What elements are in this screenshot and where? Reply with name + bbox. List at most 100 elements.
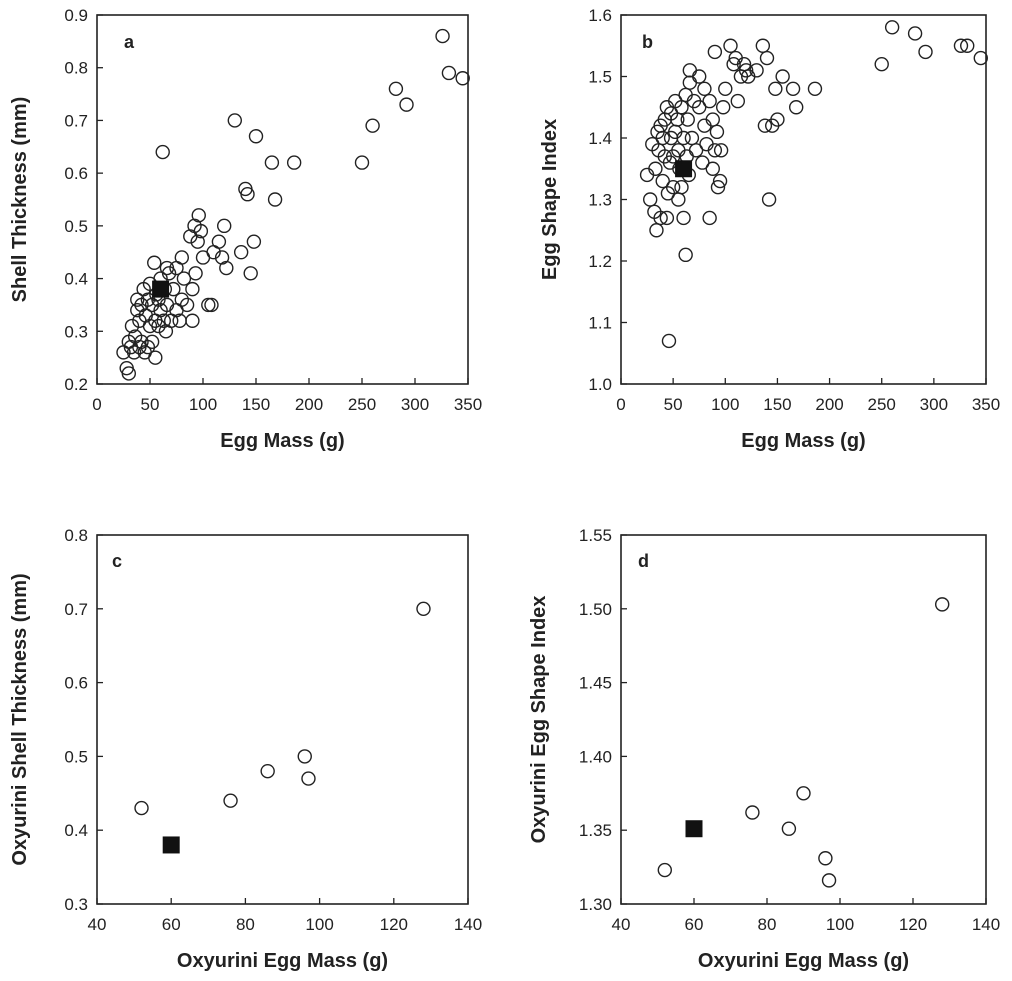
y-tick-label: 0.5 (64, 217, 88, 236)
x-tick-label: 80 (236, 915, 255, 934)
x-tick-label: 120 (899, 915, 927, 934)
y-tick-label: 0.4 (64, 270, 88, 289)
data-point (874, 56, 889, 72)
panel-c: 40 60 80 100 120 140 0.3 0.4 0.5 0.6 0.7 0.8 c Oxyuri… (9, 526, 482, 972)
data-point (124, 318, 140, 334)
panel-letter: a (124, 32, 135, 52)
x-tick-label: 140 (454, 915, 482, 934)
data-point (688, 143, 704, 158)
data-point (699, 136, 714, 152)
data-point (818, 851, 833, 866)
highlight-point (685, 820, 703, 838)
y-tick-label: 1.45 (579, 674, 612, 693)
y-tick-label: 0.5 (64, 747, 88, 766)
data-point (761, 192, 777, 207)
data-point (227, 113, 243, 128)
x-tick-label: 80 (758, 915, 777, 934)
data-point (738, 63, 754, 78)
panel-letter: b (642, 32, 653, 52)
data-point (264, 155, 280, 170)
data-point (185, 281, 200, 297)
y-tick-label: 1.35 (579, 821, 612, 840)
data-point (710, 179, 726, 195)
data-point (301, 771, 316, 786)
y-axis-label: Egg Shape Index (539, 119, 561, 280)
data-point (659, 210, 675, 226)
data-point (707, 44, 723, 60)
highlight-point (162, 836, 180, 854)
data-point (240, 187, 255, 202)
y-tick-label: 0.8 (64, 59, 88, 78)
y-tick-label: 0.7 (64, 111, 88, 130)
x-tick-label: 300 (401, 395, 429, 414)
data-point (354, 155, 370, 170)
x-tick-label: 50 (664, 395, 683, 414)
data-point (697, 118, 712, 133)
data-point (416, 601, 431, 616)
x-tick-label: 150 (242, 395, 270, 414)
y-tick-label: 1.5 (588, 68, 612, 87)
data-point (156, 313, 171, 328)
data-point (713, 143, 729, 158)
y-axis-label: Oxyurini Egg Shape Index (528, 596, 550, 844)
x-tick-label: 200 (295, 395, 323, 414)
data-point (399, 97, 414, 112)
x-tick-label: 100 (711, 395, 739, 414)
data-point (134, 800, 149, 816)
data-point (142, 318, 158, 334)
panel-b: 0 50 100 150 200 250 300 350 1.0 1.1 1.2 1.3 1.4 1.5 1… (539, 6, 1000, 452)
x-tick-label: 60 (685, 915, 704, 934)
y-tick-label: 1.50 (579, 600, 612, 619)
data-point (161, 266, 177, 281)
y-tick-label: 0.3 (64, 895, 88, 914)
y-tick-label: 0.6 (64, 674, 88, 693)
data-point (243, 266, 258, 281)
data-point (655, 130, 670, 146)
data-point (204, 297, 219, 313)
y-tick-label: 1.1 (588, 314, 612, 333)
data-point (639, 167, 655, 183)
y-tick-label: 0.6 (64, 164, 88, 183)
data-point (176, 271, 192, 286)
y-axis-label: Shell Thickness (mm) (9, 97, 31, 303)
plot-frame (620, 14, 987, 385)
data-point (179, 297, 195, 313)
data-point (768, 81, 783, 97)
y-tick-label: 0.4 (64, 821, 88, 840)
data-point (680, 112, 695, 127)
x-tick-label: 250 (348, 395, 376, 414)
data-point (140, 339, 156, 355)
y-axis-label: Oxyurini Shell Thickness (mm) (9, 573, 31, 865)
y-tick-label: 1.40 (579, 747, 612, 766)
data-point (260, 763, 275, 779)
data-point (757, 118, 773, 133)
data-point (796, 786, 811, 801)
data-point (718, 81, 733, 97)
y-tick-label: 1.6 (588, 6, 612, 25)
panel-d: 40 60 80 100 120 140 1.30 1.35 1.40 1.45 1.50 1.55 d… (528, 526, 1000, 972)
data-point (821, 873, 837, 888)
data-point (267, 192, 283, 207)
data-point (705, 161, 720, 176)
data-point (730, 93, 745, 109)
highlight-point (675, 160, 693, 178)
data-point (190, 234, 205, 249)
x-tick-label: 40 (88, 915, 107, 934)
data-point (705, 112, 720, 127)
y-tick-label: 1.55 (579, 526, 612, 545)
x-tick-label: 300 (920, 395, 948, 414)
data-point (775, 69, 790, 84)
x-tick-label: 100 (826, 915, 854, 934)
data-point (749, 63, 764, 78)
x-axis-label: Oxyurini Egg Mass (g) (698, 950, 909, 972)
x-tick-label: 250 (868, 395, 896, 414)
data-point (657, 862, 672, 878)
data-point (960, 38, 975, 53)
data-point (716, 100, 731, 115)
data-point (185, 313, 200, 328)
data-point (144, 334, 160, 350)
x-tick-label: 40 (612, 915, 631, 934)
plot-frame (96, 14, 469, 385)
plot-frame (96, 534, 469, 905)
x-tick-label: 100 (189, 395, 217, 414)
